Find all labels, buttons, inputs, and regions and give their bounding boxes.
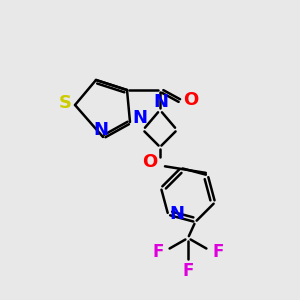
Text: O: O xyxy=(142,153,158,171)
Text: F: F xyxy=(182,262,194,280)
Text: O: O xyxy=(183,91,199,109)
Text: N: N xyxy=(154,93,169,111)
Text: N: N xyxy=(94,121,109,139)
Text: S: S xyxy=(58,94,71,112)
Text: F: F xyxy=(212,243,224,261)
Text: N: N xyxy=(133,109,148,127)
Text: N: N xyxy=(170,205,185,223)
Text: F: F xyxy=(152,243,164,261)
